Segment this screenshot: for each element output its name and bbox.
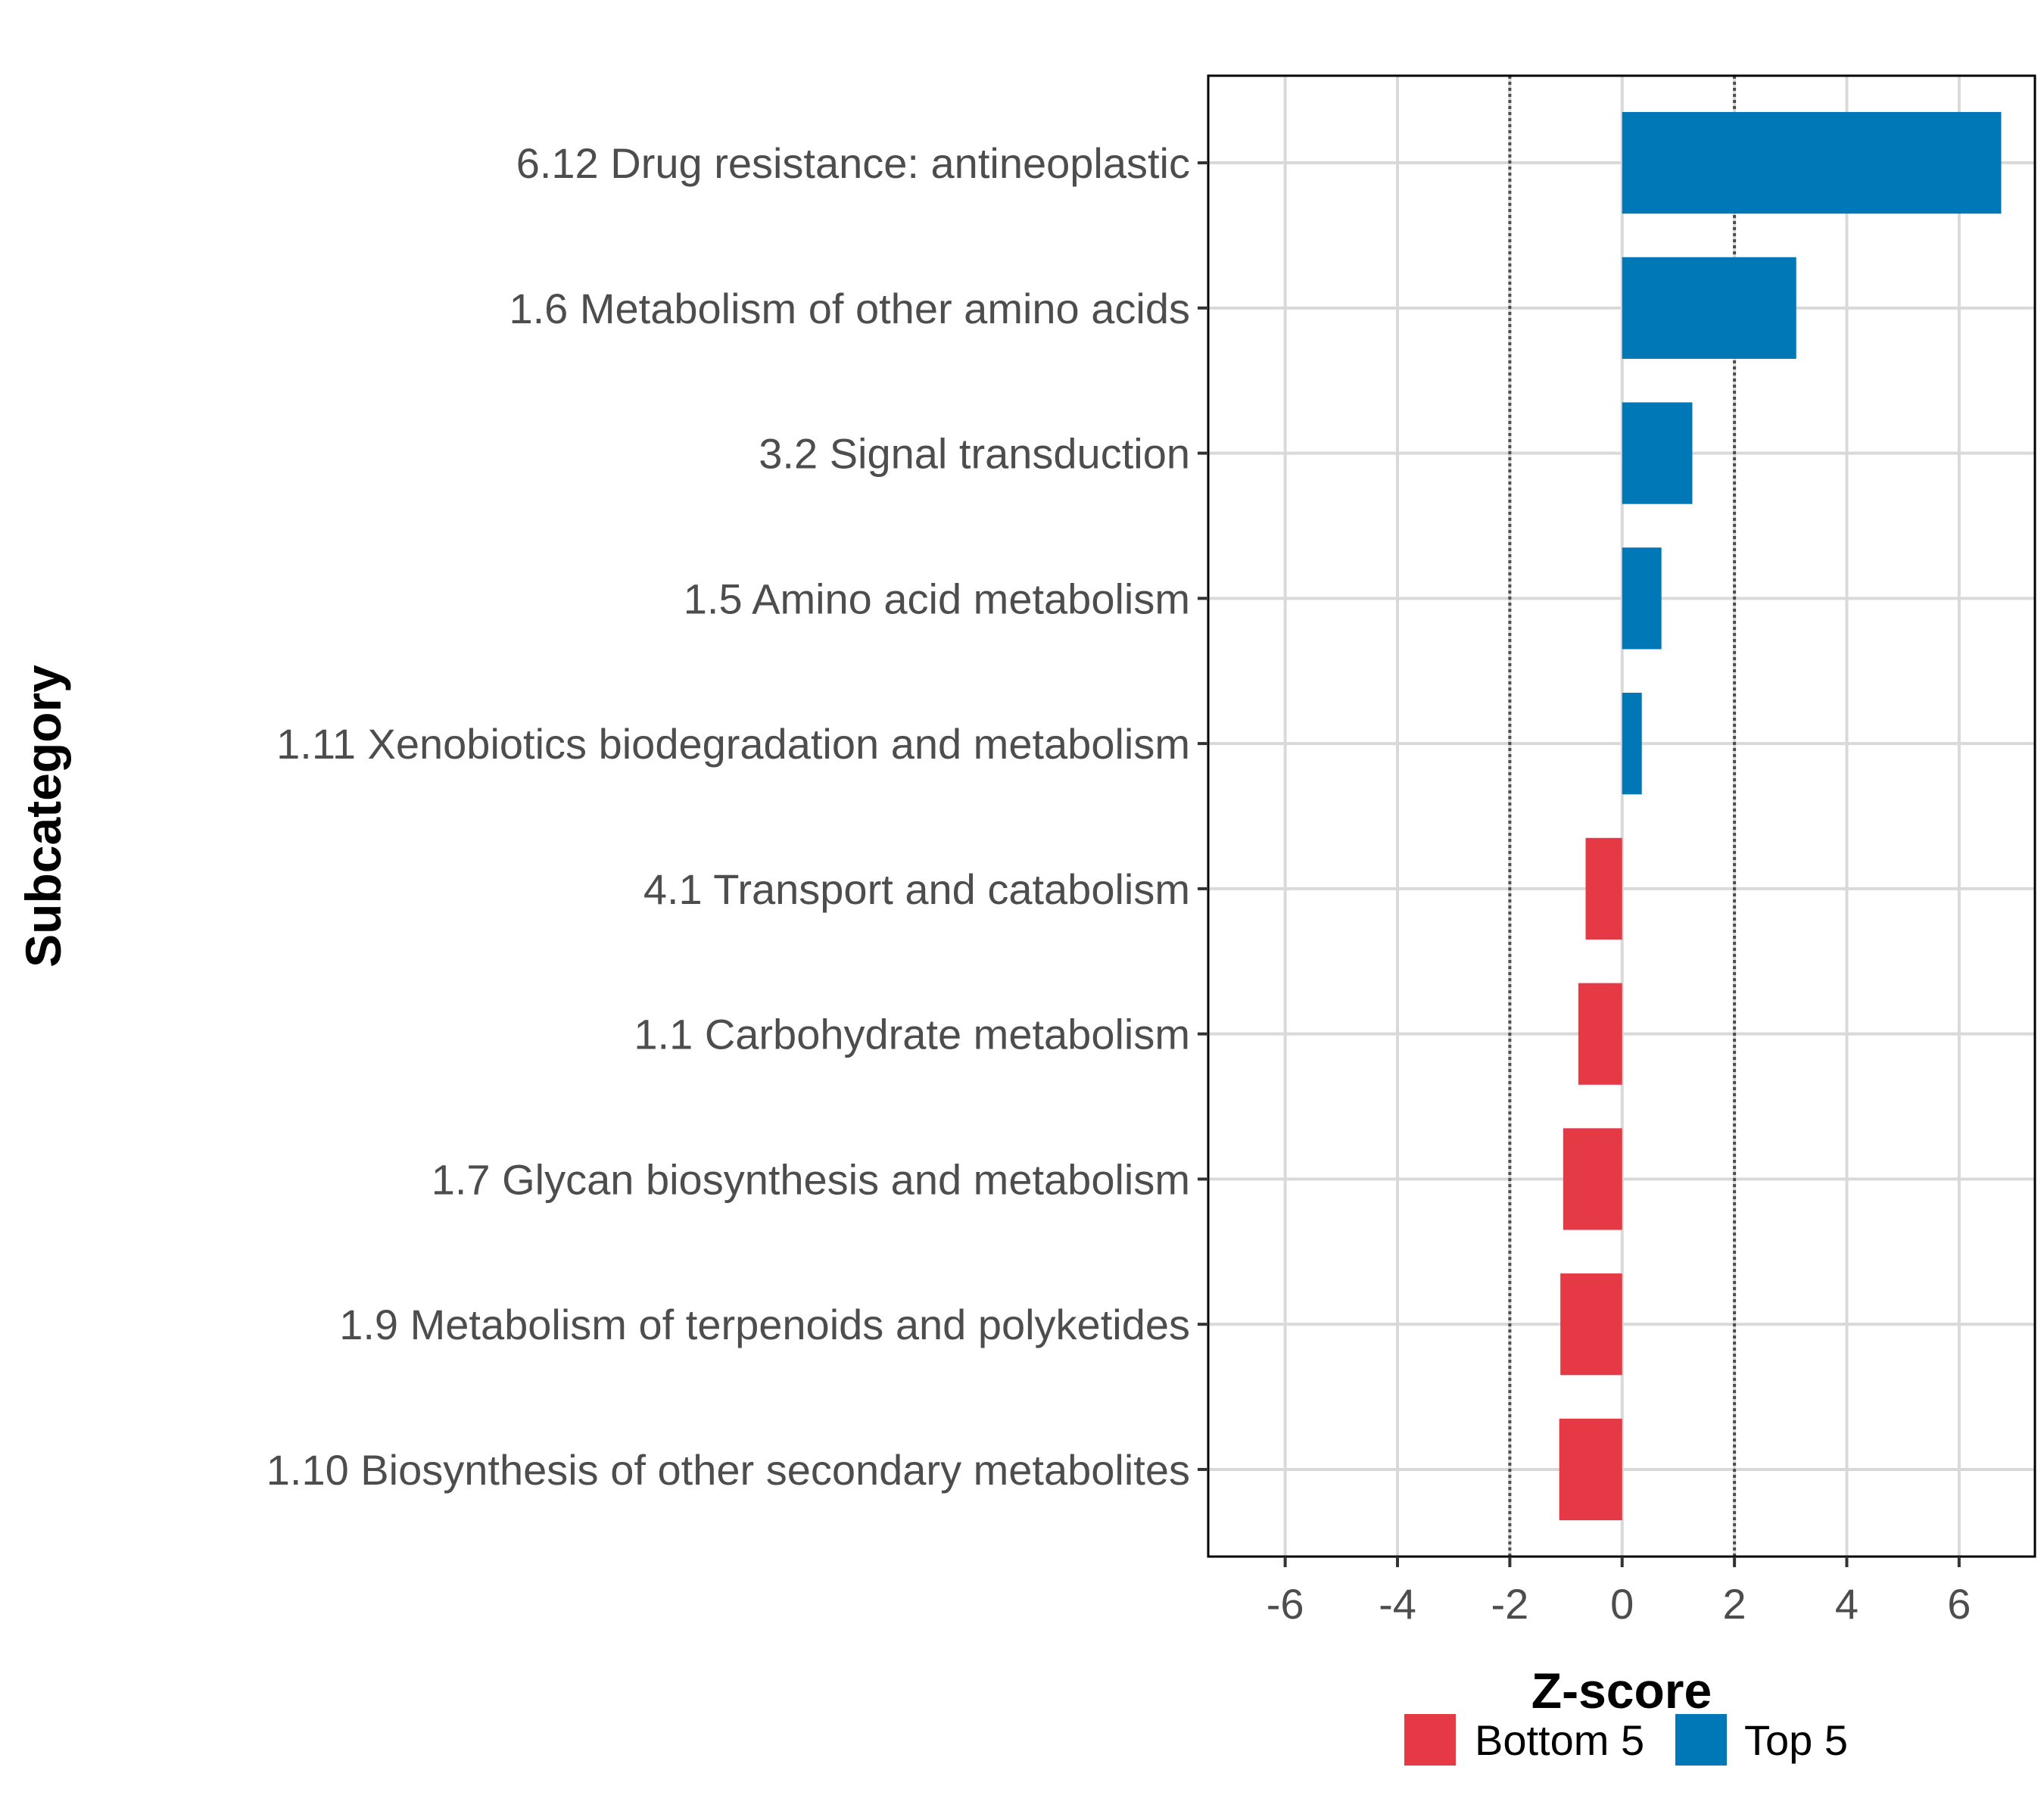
y-tick-label: 1.11 Xenobiotics biodegradation and meta… — [276, 720, 1190, 768]
bar — [1560, 1273, 1622, 1376]
y-tick-label: 3.2 Signal transduction — [759, 430, 1190, 478]
x-tick-label: -2 — [1491, 1580, 1528, 1628]
y-tick-label: 1.1 Carbohydrate metabolism — [634, 1011, 1190, 1058]
legend-label-bottom: Bottom 5 — [1475, 1716, 1644, 1764]
x-tick-label: -4 — [1379, 1580, 1416, 1628]
legend-swatch-top — [1675, 1714, 1727, 1766]
x-axis: -6 -4 -2 0 2 4 6 — [1267, 1557, 1971, 1628]
legend-label-top: Top 5 — [1744, 1716, 1848, 1764]
y-tick-label: 1.7 Glycan biosynthesis and metabolism — [432, 1155, 1190, 1203]
bar — [1559, 1418, 1622, 1521]
y-tick-label: 4.1 Transport and catabolism — [643, 865, 1190, 913]
bar — [1578, 983, 1622, 1085]
bar — [1622, 693, 1642, 795]
legend-item-top: Top 5 — [1675, 1714, 1848, 1766]
x-tick-label: 4 — [1835, 1580, 1859, 1628]
y-tick-label: 6.12 Drug resistance: antineoplastic — [516, 139, 1190, 187]
y-tick-label: 1.6 Metabolism of other amino acids — [509, 285, 1190, 332]
x-tick-label: 0 — [1610, 1580, 1634, 1628]
x-tick-label: 2 — [1723, 1580, 1746, 1628]
x-axis-title: Z-score — [1531, 1663, 1712, 1719]
reference-lines — [1508, 76, 1737, 1557]
bars — [1559, 111, 2002, 1521]
legend-item-bottom: Bottom 5 — [1404, 1714, 1644, 1766]
x-tick-label: 6 — [1947, 1580, 1971, 1628]
bar — [1622, 402, 1693, 504]
bar — [1563, 1128, 1622, 1230]
bar — [1622, 257, 1796, 359]
legend: Bottom 5 Top 5 — [1404, 1714, 1848, 1766]
bar — [1585, 837, 1622, 940]
x-tick-label: -6 — [1267, 1580, 1304, 1628]
bar — [1622, 547, 1662, 650]
y-axis: 6.12 Drug resistance: antineoplastic 1.6 … — [266, 139, 1208, 1494]
y-tick-label: 1.10 Biosynthesis of other secondary met… — [266, 1446, 1190, 1494]
bar — [1622, 111, 2002, 214]
y-tick-label: 1.9 Metabolism of terpenoids and polyket… — [339, 1301, 1190, 1348]
y-axis-title: Subcategory — [15, 665, 71, 968]
y-tick-label: 1.5 Amino acid metabolism — [684, 575, 1190, 622]
legend-swatch-bottom — [1404, 1714, 1456, 1766]
